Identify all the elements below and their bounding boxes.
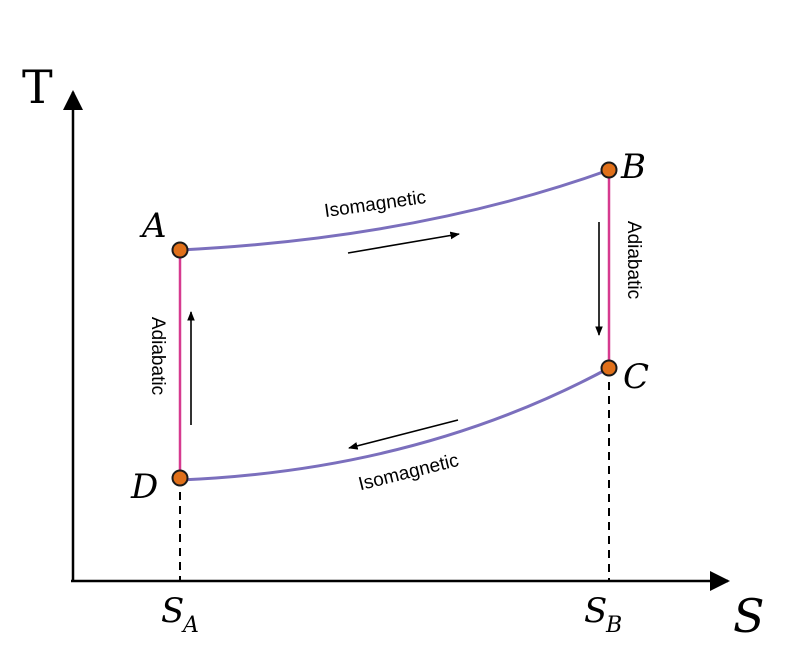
state-point-d (171, 469, 189, 487)
state-point-a (171, 241, 189, 259)
tick-label-s-a-base: S (161, 591, 184, 631)
adiabatic-label-right: Adiabatic (623, 221, 644, 299)
tick-label-s-a-sub: A (181, 613, 199, 638)
tick-label-s-a: S A (161, 591, 199, 638)
direction-arrow-top (347, 231, 460, 254)
tick-label-s-b: S B (584, 591, 622, 638)
state-point-b (600, 161, 618, 179)
point-label-b: B (620, 147, 646, 187)
x-axis-label: S (733, 589, 765, 643)
direction-arrow-bottom (348, 419, 459, 450)
isomagnetic-curve-bottom (179, 366, 610, 482)
point-label-c: C (623, 357, 649, 397)
isomagnetic-curve-top (179, 168, 610, 252)
state-point-c (600, 359, 618, 377)
isomagnetic-label-top: Isomagnetic (323, 187, 427, 222)
tick-label-s-b-sub: B (605, 613, 622, 638)
y-axis-label: T (22, 60, 53, 114)
tick-label-s-b-base: S (584, 591, 607, 631)
adiabatic-label-left: Adiabatic (147, 317, 168, 395)
point-label-d: D (130, 467, 158, 507)
point-label-a: A (139, 206, 167, 246)
